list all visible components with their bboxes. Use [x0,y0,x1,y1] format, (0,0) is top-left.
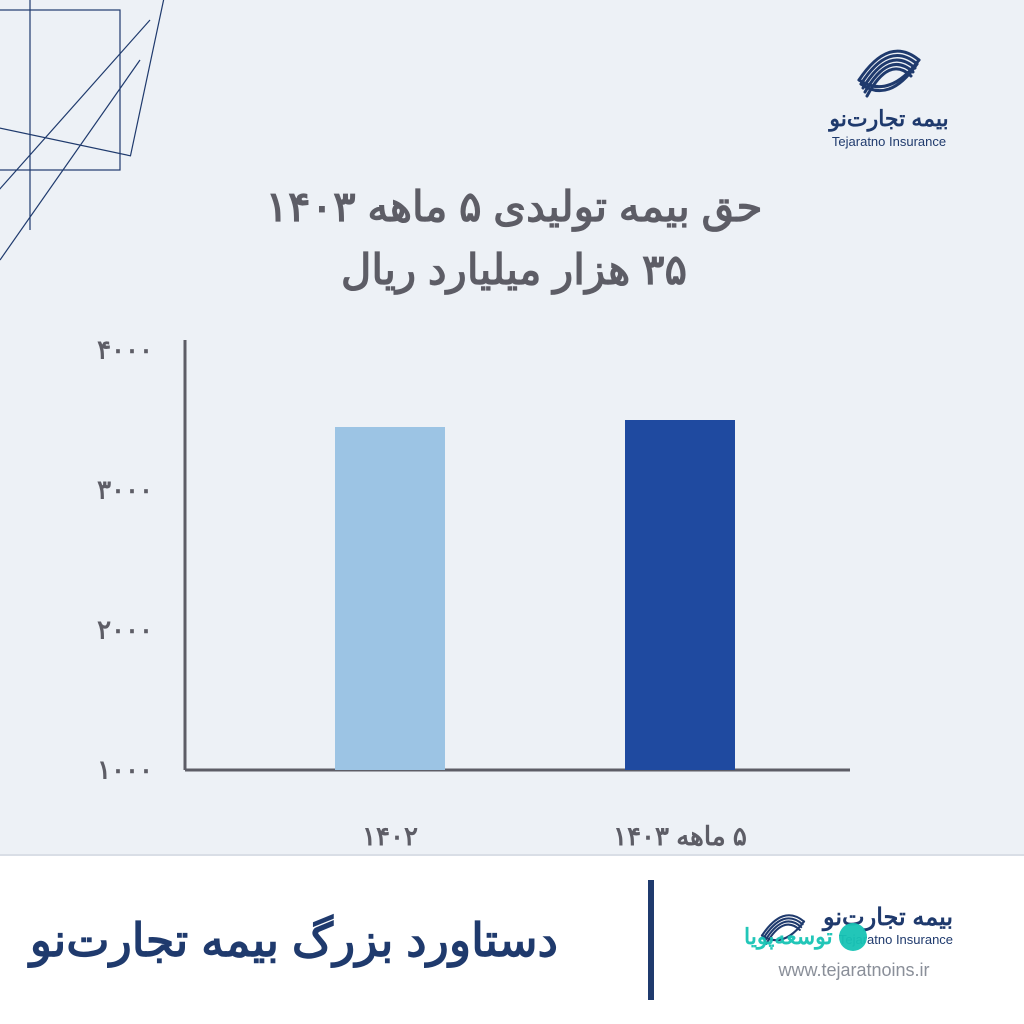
chart-bar [625,420,735,770]
bar-chart: ۱۰۰۰۲۰۰۰۳۰۰۰۴۰۰۰ ۱۴۰۲۵ ماهه ۱۴۰۳ [90,330,850,810]
chart-ytick: ۲۰۰۰ [90,615,160,646]
watermark-globe-icon [839,923,867,951]
footer-bar: بیمه تجارت‌نو Tejaratno Insurance www.te… [0,854,1024,1024]
footer-url: www.tejaratnoins.ir [778,960,929,981]
chart-xtick: ۵ ماهه ۱۴۰۳ [580,821,780,852]
brand-name-en: Tejaratno Insurance [809,134,969,149]
chart-svg [90,330,850,810]
chart-bar [335,427,445,770]
footer-brand-block: بیمه تجارت‌نو Tejaratno Insurance www.te… [684,900,1024,981]
watermark-text: توسعه‌پویا [744,924,833,950]
footer-divider [648,880,654,1000]
brand-name-fa: بیمه تجارت‌نو [809,106,969,132]
decorative-lines [0,0,200,300]
footer-headline: دستاورد بزرگ بیمه تجارت‌نو [0,913,558,967]
chart-ytick: ۴۰۰۰ [90,335,160,366]
infographic-canvas: بیمه تجارت‌نو Tejaratno Insurance حق بیم… [0,0,1024,1024]
chart-title: حق بیمه تولیدی ۵ ماهه ۱۴۰۳ ۳۵ هزار میلیا… [234,175,794,301]
chart-ytick: ۱۰۰۰ [90,755,160,786]
brand-logo-icon [849,30,929,100]
chart-ytick: ۳۰۰۰ [90,475,160,506]
chart-title-line1: حق بیمه تولیدی ۵ ماهه ۱۴۰۳ [234,175,794,238]
chart-xtick: ۱۴۰۲ [290,821,490,852]
brand-logo-top: بیمه تجارت‌نو Tejaratno Insurance [809,30,969,149]
chart-title-line2: ۳۵ هزار میلیارد ریال [234,238,794,301]
watermark: توسعه‌پویا [744,923,867,951]
